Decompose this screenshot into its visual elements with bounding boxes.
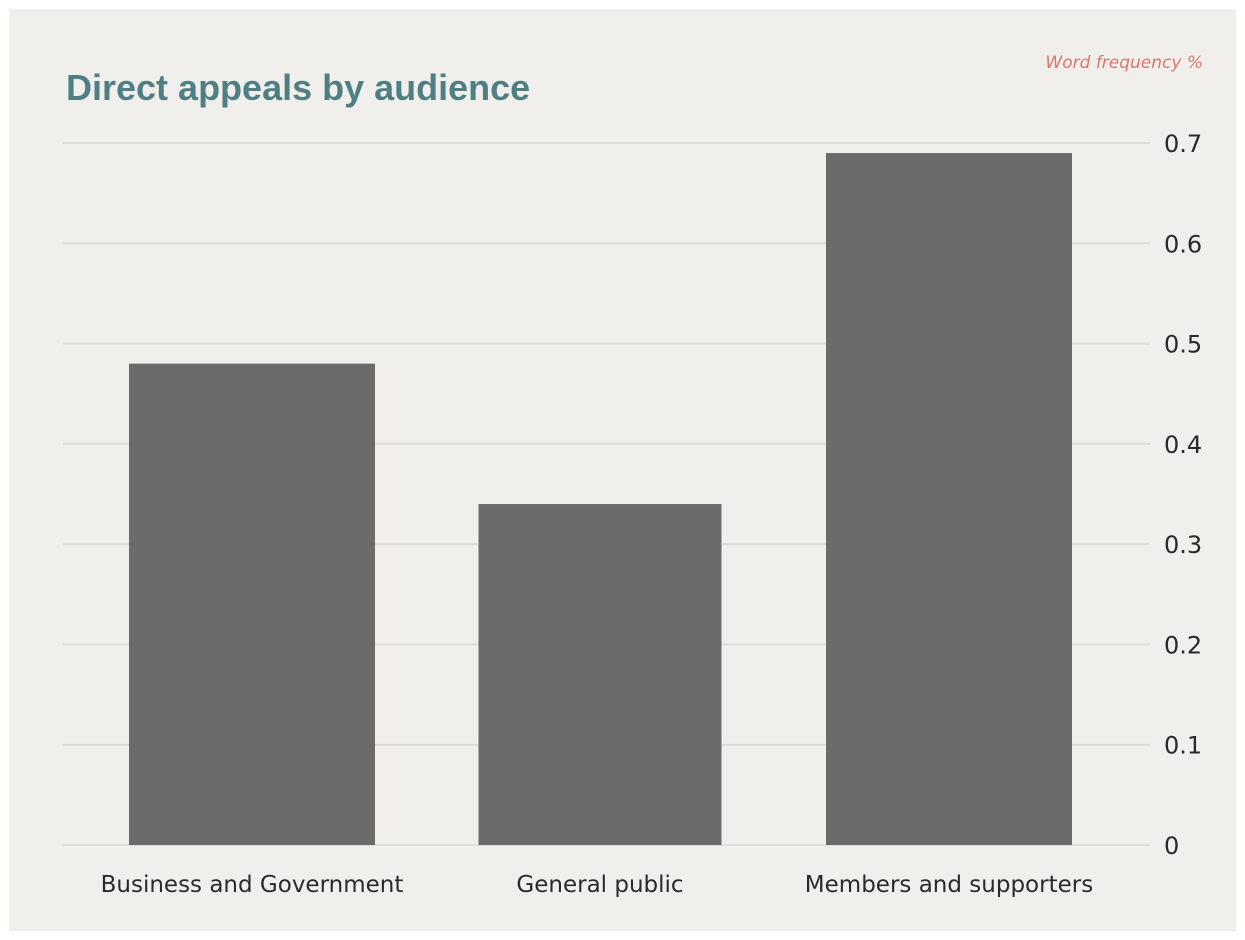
x-category-labels: Business and Government General public Mem… (101, 872, 1094, 898)
y-tick-label: 0.6 (1164, 230, 1202, 258)
y-axis-label: Word frequency % (1045, 53, 1203, 73)
x-category-label: Business and Government (101, 872, 404, 898)
bar (129, 363, 375, 845)
y-tick-label: 0.3 (1164, 531, 1202, 559)
chart-title: Direct appeals by audience (66, 67, 531, 108)
bar (826, 153, 1072, 845)
y-tick-label: 0 (1164, 832, 1179, 860)
bar (478, 504, 722, 845)
y-tick-label: 0.4 (1164, 431, 1202, 459)
y-tick-label: 0.2 (1164, 631, 1202, 659)
y-tick-label: 0.5 (1164, 331, 1202, 359)
y-tick-label: 0.7 (1164, 130, 1202, 158)
x-category-label: General public (516, 872, 683, 898)
x-category-label: Members and supporters (805, 872, 1093, 898)
y-tick-label: 0.1 (1164, 732, 1202, 760)
bars (129, 153, 1072, 845)
y-tick-labels: 0 0.1 0.2 0.3 0.4 0.5 0.6 0.7 (1164, 130, 1202, 860)
